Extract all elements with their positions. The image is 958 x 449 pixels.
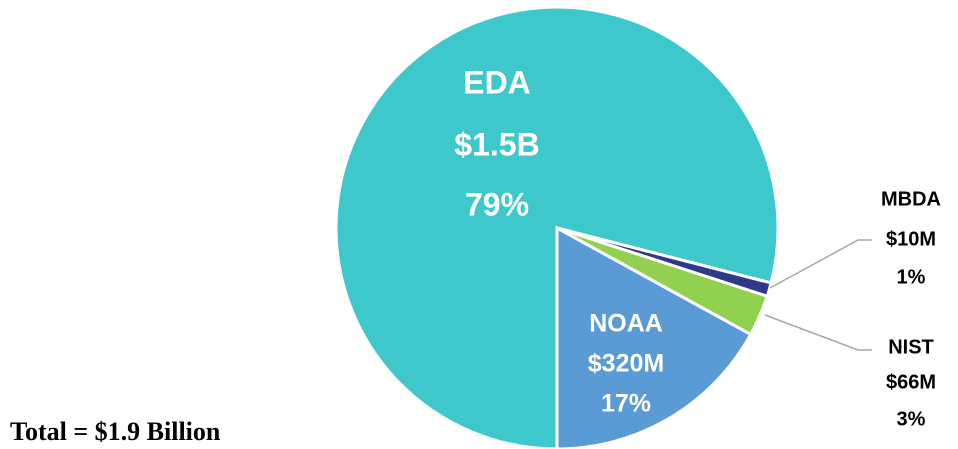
slice-amount: $10M	[886, 228, 936, 250]
slice-name: MBDA	[881, 188, 941, 210]
slice-name: NIST	[888, 336, 934, 358]
slice-name: NOAA	[589, 310, 663, 338]
leader-line	[769, 239, 872, 289]
slice-percent: 3%	[897, 408, 926, 430]
slice-amount: $1.5B	[454, 126, 539, 162]
slice-percent: 1%	[897, 266, 926, 288]
total-annotation: Total = $1.9 Billion	[10, 417, 221, 446]
slice-percent: 79%	[465, 186, 529, 222]
pie-slice	[555, 225, 753, 449]
slice-name: EDA	[463, 64, 531, 100]
leader-line	[764, 314, 872, 351]
slice-amount: $320M	[588, 350, 664, 378]
slice-percent: 17%	[601, 390, 651, 418]
slice-amount: $66M	[886, 371, 936, 393]
